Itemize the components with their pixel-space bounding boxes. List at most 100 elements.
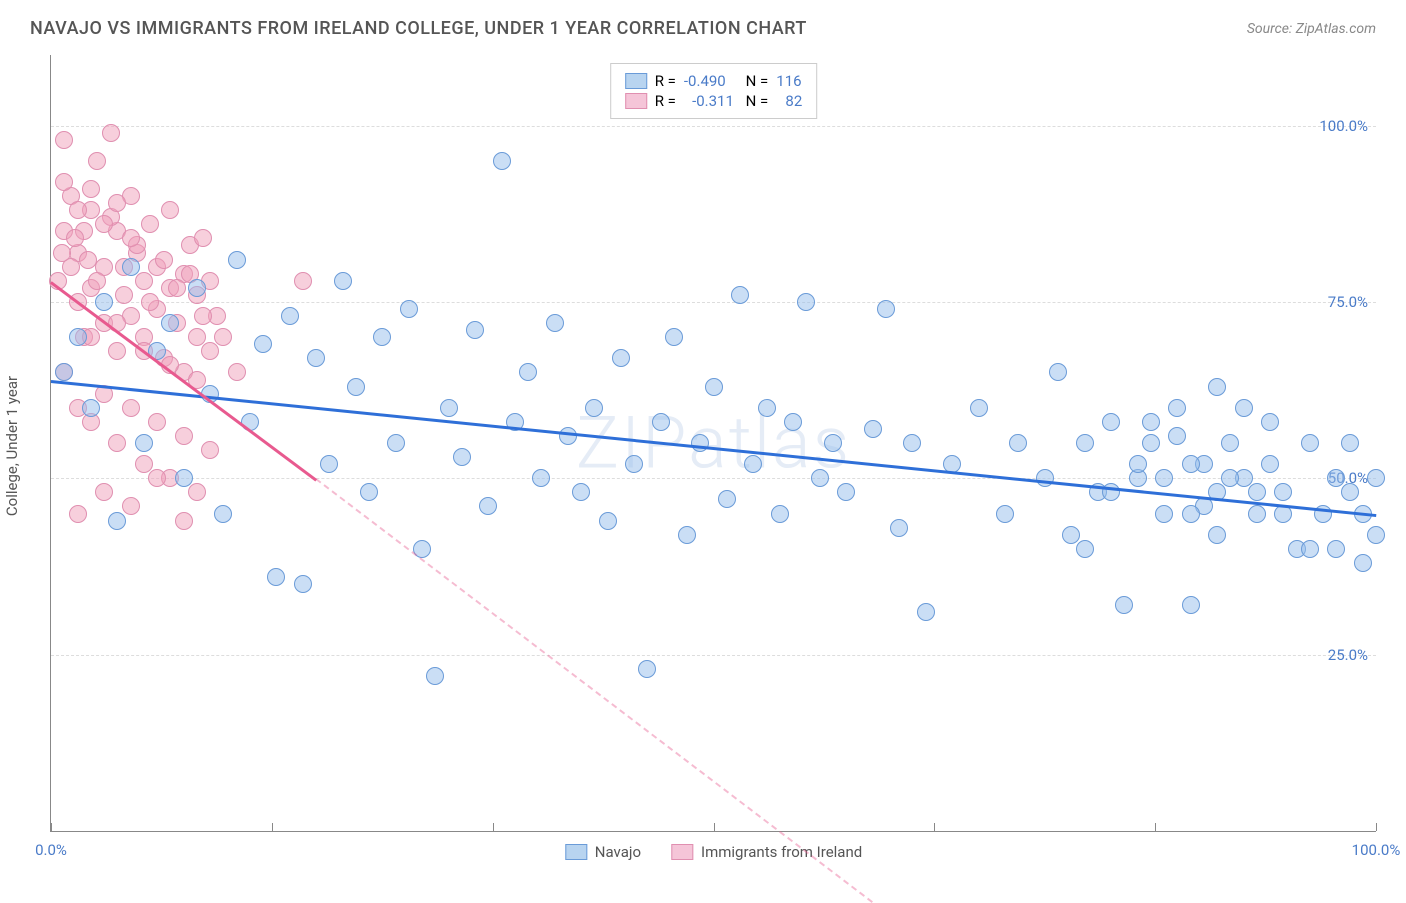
navajo-point xyxy=(1168,427,1186,445)
ireland-point xyxy=(155,251,173,269)
ireland-point xyxy=(141,215,159,233)
navajo-point xyxy=(1235,399,1253,417)
gridline-h xyxy=(51,655,1376,656)
navajo-point xyxy=(1168,399,1186,417)
ireland-point xyxy=(95,483,113,501)
navajo-point xyxy=(1274,483,1292,501)
navajo-point xyxy=(69,328,87,346)
navajo-point xyxy=(400,300,418,318)
ireland-point xyxy=(108,434,126,452)
ireland-swatch-icon xyxy=(671,844,693,860)
ireland-point xyxy=(82,180,100,198)
navajo-point xyxy=(1261,413,1279,431)
ireland-point xyxy=(135,272,153,290)
navajo-point xyxy=(731,286,749,304)
ireland-point xyxy=(188,483,206,501)
ireland-point xyxy=(294,272,312,290)
navajo-point xyxy=(1221,469,1239,487)
x-tick-mark xyxy=(1155,823,1156,831)
navajo-point xyxy=(532,469,550,487)
navajo-point xyxy=(970,399,988,417)
navajo-point xyxy=(758,399,776,417)
navajo-point xyxy=(996,505,1014,523)
navajo-point xyxy=(612,349,630,367)
trend-line xyxy=(315,478,873,903)
navajo-point xyxy=(1301,540,1319,558)
navajo-point xyxy=(360,483,378,501)
navajo-point xyxy=(175,469,193,487)
x-tick-mark xyxy=(51,823,52,831)
ireland-point xyxy=(122,497,140,515)
ireland-point xyxy=(175,427,193,445)
navajo-point xyxy=(1009,434,1027,452)
navajo-point xyxy=(228,251,246,269)
ireland-point xyxy=(228,363,246,381)
gridline-h xyxy=(51,126,1376,127)
trend-line xyxy=(50,281,316,481)
navajo-point xyxy=(1115,596,1133,614)
ireland-point xyxy=(69,201,87,219)
x-tick-mark xyxy=(272,823,273,831)
navajo-point xyxy=(426,667,444,685)
ireland-point xyxy=(66,229,84,247)
navajo-point xyxy=(479,497,497,515)
navajo-point xyxy=(161,314,179,332)
navajo-point xyxy=(1261,455,1279,473)
navajo-point xyxy=(519,363,537,381)
navajo-point xyxy=(1142,413,1160,431)
navajo-point xyxy=(1076,540,1094,558)
ireland-point xyxy=(79,251,97,269)
navajo-point xyxy=(652,413,670,431)
ireland-label: Immigrants from Ireland xyxy=(701,843,862,861)
ireland-point xyxy=(194,229,212,247)
navajo-point xyxy=(453,448,471,466)
navajo-point xyxy=(1341,483,1359,501)
navajo-point xyxy=(95,293,113,311)
navajo-point xyxy=(267,568,285,586)
ireland-point xyxy=(88,272,106,290)
navajo-point xyxy=(864,420,882,438)
ireland-r-value: -0.311 xyxy=(684,92,734,110)
source-attribution: Source: ZipAtlas.com xyxy=(1247,21,1376,37)
navajo-swatch xyxy=(625,73,647,89)
chart-title: NAVAJO VS IMMIGRANTS FROM IRELAND COLLEG… xyxy=(30,18,807,39)
navajo-point xyxy=(890,519,908,537)
navajo-point xyxy=(188,279,206,297)
navajo-point xyxy=(334,272,352,290)
navajo-point xyxy=(1341,434,1359,452)
navajo-point xyxy=(1076,434,1094,452)
navajo-r-value: -0.490 xyxy=(684,72,734,90)
ireland-point xyxy=(201,441,219,459)
legend-n-label: N = xyxy=(742,72,768,90)
navajo-point xyxy=(877,300,895,318)
navajo-point xyxy=(1102,413,1120,431)
ireland-point xyxy=(69,505,87,523)
navajo-n-value: 116 xyxy=(776,72,801,90)
y-tick-label: 100.0% xyxy=(1319,117,1368,135)
navajo-point xyxy=(1248,483,1266,501)
navajo-point xyxy=(347,378,365,396)
x-tick-label: 0.0% xyxy=(35,841,67,859)
navajo-point xyxy=(705,378,723,396)
ireland-point xyxy=(122,229,140,247)
ireland-point xyxy=(148,413,166,431)
navajo-point xyxy=(1248,505,1266,523)
navajo-point xyxy=(678,526,696,544)
navajo-point xyxy=(1354,554,1372,572)
gridline-h xyxy=(51,478,1376,479)
navajo-point xyxy=(718,490,736,508)
legend-row-navajo: R = -0.490 N = 116 xyxy=(625,72,803,90)
x-tick-mark xyxy=(934,823,935,831)
navajo-point xyxy=(784,413,802,431)
navajo-point xyxy=(1182,455,1200,473)
navajo-point xyxy=(122,258,140,276)
navajo-point xyxy=(294,575,312,593)
ireland-point xyxy=(188,328,206,346)
navajo-point xyxy=(1155,469,1173,487)
navajo-point xyxy=(572,483,590,501)
navajo-point xyxy=(135,434,153,452)
ireland-swatch xyxy=(625,93,647,109)
navajo-point xyxy=(1049,363,1067,381)
ireland-point xyxy=(175,512,193,530)
navajo-point xyxy=(320,455,338,473)
